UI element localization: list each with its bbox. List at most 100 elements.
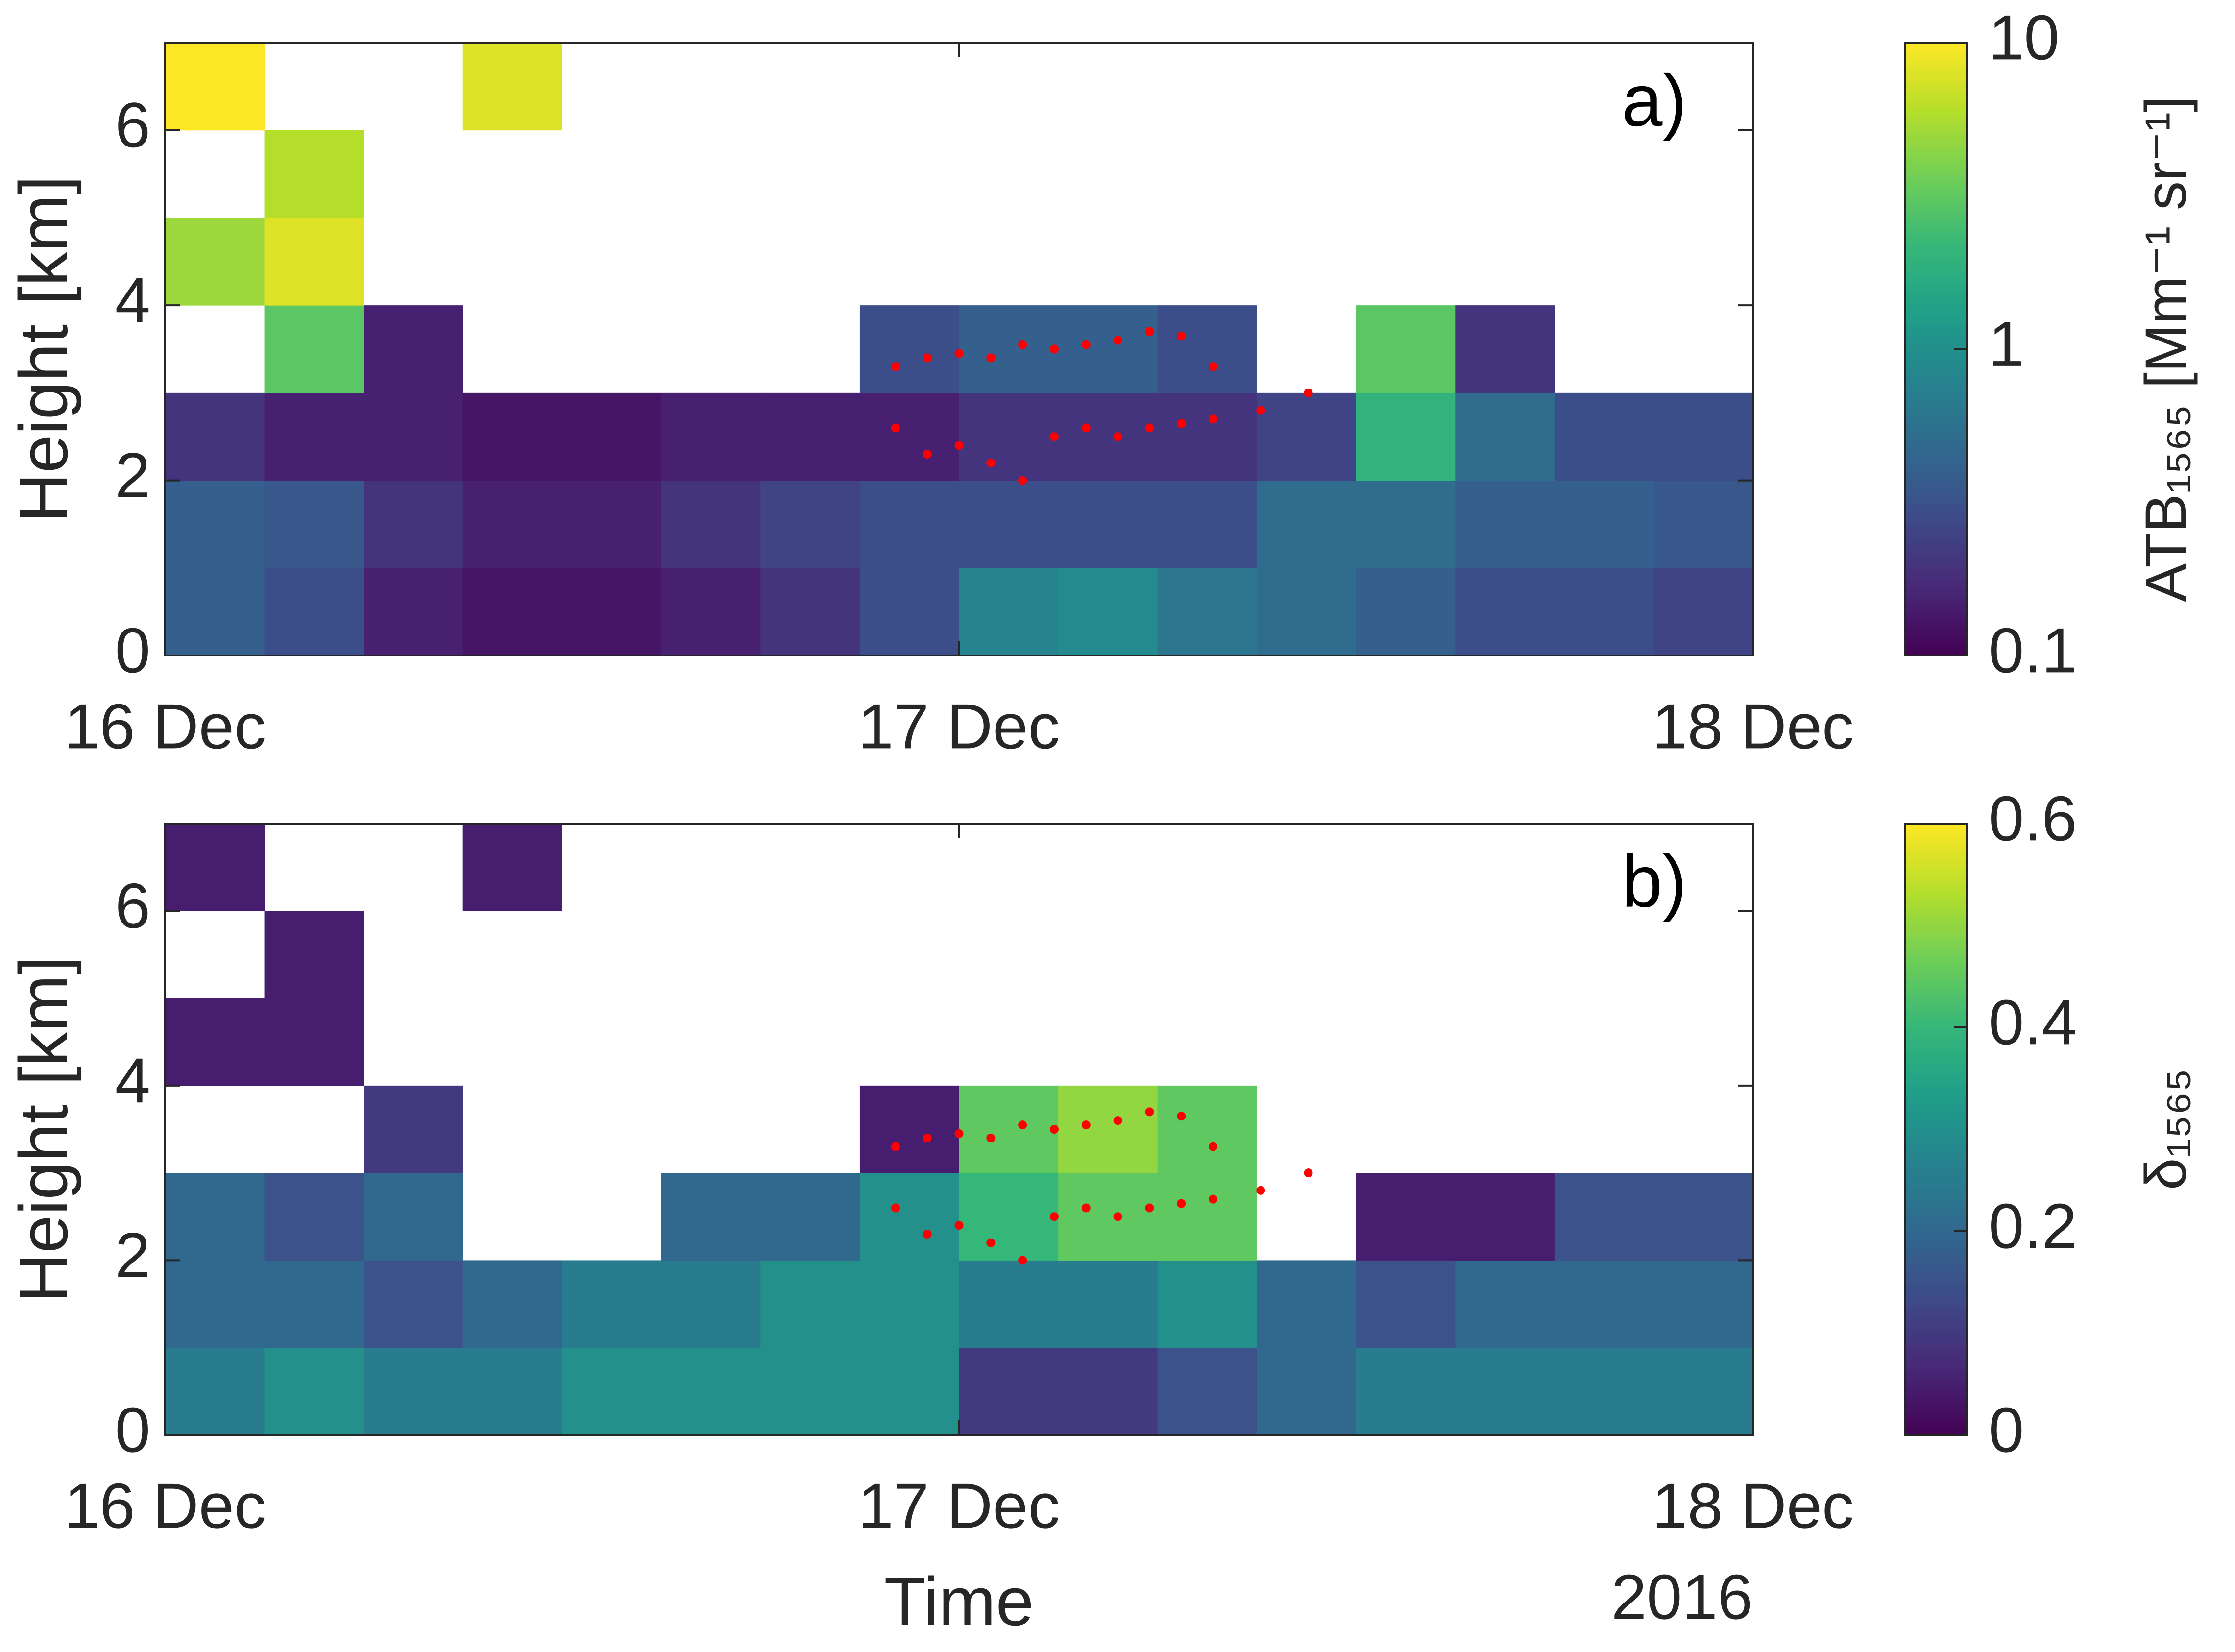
colorbar-swatch — [1905, 920, 1967, 926]
heatmap-cell — [1257, 1260, 1357, 1348]
heatmap-cell — [364, 1085, 463, 1173]
heatmap-cell — [959, 1085, 1059, 1173]
heatmap-cell — [1653, 480, 1753, 568]
colorbar-swatch — [1905, 451, 1967, 457]
overlay-point — [1081, 423, 1091, 433]
colorbar-swatch — [1905, 833, 1967, 840]
colorbar-swatch — [1905, 1129, 1967, 1135]
colorbar-swatch — [1905, 477, 1967, 483]
colorbar-swatch — [1905, 1134, 1967, 1140]
colorbar-swatch — [1905, 890, 1967, 896]
heatmap-cell — [462, 480, 562, 568]
colorbar-swatch — [1905, 1363, 1967, 1369]
colorbar-swatch — [1905, 374, 1967, 381]
colorbar-swatch — [1905, 1389, 1967, 1395]
colorbar-swatch — [1905, 1027, 1967, 1033]
heatmap-cell — [959, 1173, 1059, 1261]
colorbar-swatch — [1905, 512, 1967, 518]
overlay-point — [986, 353, 996, 363]
heatmap-cell — [1653, 392, 1753, 481]
colorbar-swatch — [1905, 1384, 1967, 1390]
heatmap-cell — [562, 1347, 662, 1435]
colorbar-swatch — [1905, 1221, 1967, 1227]
colorbar-swatch — [1905, 109, 1967, 115]
colorbar-swatch — [1905, 1282, 1967, 1288]
colorbar-tick-label: 0.6 — [1989, 782, 2077, 854]
overlay-point — [1081, 340, 1091, 349]
colorbar-swatch — [1905, 1073, 1967, 1079]
y-axis-label: Height [km] — [5, 956, 82, 1303]
colorbar-swatch — [1905, 1200, 1967, 1206]
y-tick-label: 6 — [115, 89, 150, 161]
colorbar-swatch — [1905, 568, 1967, 575]
heatmap-cell — [760, 480, 860, 568]
heatmap-cell — [859, 568, 959, 656]
colorbar-swatch — [1905, 185, 1967, 192]
heatmap-cell — [1455, 305, 1555, 393]
colorbar-swatch — [1905, 1093, 1967, 1099]
heatmap-cell — [462, 43, 562, 131]
heatmap-cell — [1157, 1085, 1257, 1173]
colorbar-swatch — [1905, 461, 1967, 467]
heatmap-cell — [859, 1173, 959, 1261]
heatmap-cell — [1653, 1173, 1753, 1261]
y-axis-label: Height [km] — [5, 176, 82, 523]
heatmap-cell — [364, 1260, 463, 1348]
colorbar-swatch — [1905, 824, 1967, 829]
heatmap-cell — [1356, 480, 1456, 568]
colorbar-label: ATB₁₅₆₅ [Mm⁻¹ sr⁻¹] — [2134, 96, 2198, 602]
heatmap-cell — [1058, 1173, 1158, 1261]
colorbar-swatch — [1905, 1257, 1967, 1263]
heatmap-cell — [1157, 1347, 1257, 1435]
heatmap-cell — [1554, 1260, 1654, 1348]
colorbar-swatch — [1905, 1404, 1967, 1410]
colorbar-tick-label: 0 — [1989, 1394, 2024, 1465]
colorbar-tick-label: 0.2 — [1989, 1190, 2077, 1262]
heatmap-cell — [959, 480, 1059, 568]
heatmap-cell — [462, 392, 562, 481]
heatmap-cell — [364, 1347, 463, 1435]
colorbar-swatch — [1905, 231, 1967, 238]
colorbar-swatch — [1905, 875, 1967, 880]
colorbar-swatch — [1905, 1241, 1967, 1247]
overlay-point — [1177, 419, 1186, 428]
heatmap-cell — [1653, 1347, 1753, 1435]
colorbar-swatch — [1905, 1287, 1967, 1293]
colorbar-swatch — [1905, 155, 1967, 161]
heatmap-cell — [760, 1347, 860, 1435]
colorbar-swatch — [1905, 486, 1967, 493]
heatmap-cell — [1455, 392, 1555, 481]
colorbar-swatch — [1905, 482, 1967, 487]
heatmap-cell — [462, 1260, 562, 1348]
overlay-point — [1018, 476, 1027, 485]
heatmap-cell — [264, 998, 364, 1086]
heatmap-cell — [562, 568, 662, 656]
heatmap-cell — [562, 392, 662, 481]
colorbar-swatch — [1905, 828, 1967, 834]
colorbar-swatch — [1905, 1109, 1967, 1115]
colorbar-swatch — [1905, 43, 1967, 49]
heatmap-cell — [165, 1173, 265, 1261]
heatmap-cell — [1356, 1173, 1456, 1261]
heatmap-cell — [1653, 568, 1753, 656]
colorbar-swatch — [1905, 630, 1967, 636]
heatmap-cell — [760, 1173, 860, 1261]
heatmap-cell — [959, 568, 1059, 656]
heatmap-cell — [859, 392, 959, 481]
heatmap-cell — [661, 480, 761, 568]
colorbar-swatch — [1905, 1379, 1967, 1385]
heatmap-cell — [1157, 392, 1257, 481]
colorbar-swatch — [1905, 976, 1967, 982]
heatmap-cell — [1554, 480, 1654, 568]
overlay-point — [1113, 432, 1122, 441]
heatmap-cell — [1257, 568, 1357, 656]
heatmap-cell — [1356, 568, 1456, 656]
colorbar-swatch — [1905, 584, 1967, 590]
colorbar-swatch — [1905, 895, 1967, 900]
colorbar-swatch — [1905, 267, 1967, 273]
colorbar-swatch — [1905, 1348, 1967, 1354]
colorbar-swatch — [1905, 502, 1967, 508]
colorbar-swatch — [1905, 1144, 1967, 1150]
colorbar-swatch — [1905, 941, 1967, 947]
